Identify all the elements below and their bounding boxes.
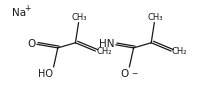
Text: O: O xyxy=(27,39,35,49)
Text: HO: HO xyxy=(38,69,53,79)
Text: CH₂: CH₂ xyxy=(172,47,187,56)
Text: +: + xyxy=(24,4,31,13)
Text: CH₃: CH₃ xyxy=(72,12,87,22)
Text: CH₃: CH₃ xyxy=(148,12,163,22)
Text: Na: Na xyxy=(12,8,26,18)
Text: CH₂: CH₂ xyxy=(96,47,112,56)
Text: −: − xyxy=(131,69,138,78)
Text: O: O xyxy=(120,69,128,79)
Text: HN: HN xyxy=(99,39,114,49)
